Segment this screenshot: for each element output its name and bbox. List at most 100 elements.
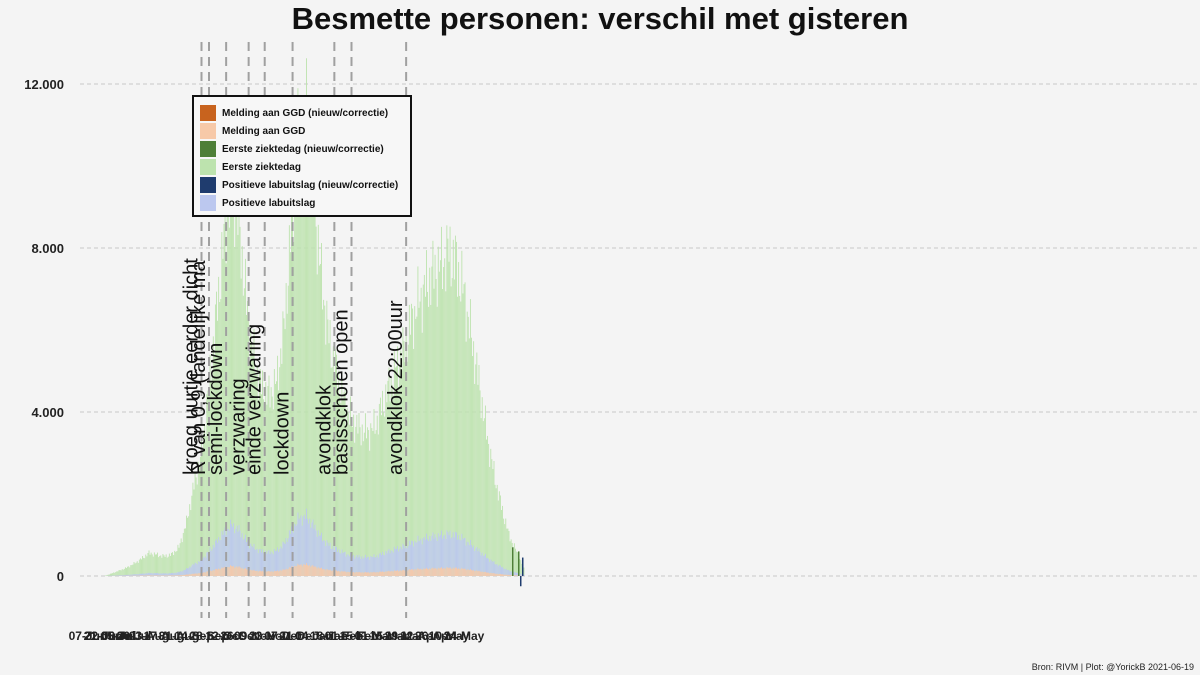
bar-melding-ggd xyxy=(343,571,345,576)
bar-eerste-ziektedag xyxy=(186,515,187,576)
day-bar xyxy=(306,58,307,577)
day-bar xyxy=(417,266,419,576)
bar-melding-ggd xyxy=(307,564,309,576)
bar-melding-ggd xyxy=(397,570,399,576)
bar-positieve-labuitslag xyxy=(317,530,319,576)
bar-eerste-ziektedag xyxy=(195,477,197,576)
bar-positieve-labuitslag xyxy=(459,539,461,576)
bar-melding-ggd xyxy=(163,575,165,576)
day-bar xyxy=(314,181,316,577)
day-bar xyxy=(122,569,124,576)
day-bar xyxy=(229,142,231,576)
day-bar xyxy=(188,516,190,576)
day-bar xyxy=(334,348,336,576)
bar-eerste-ziektedag xyxy=(393,351,395,576)
day-bar xyxy=(427,291,429,576)
bar-eerste-ziektedag xyxy=(199,456,201,576)
bar-melding-ggd xyxy=(188,574,190,576)
bar-eerste-ziektedag xyxy=(476,352,478,576)
bar-positieve-labuitslag xyxy=(273,549,275,576)
bar-eerste-ziektedag xyxy=(413,348,415,576)
day-bar xyxy=(220,299,222,576)
day-bar xyxy=(431,266,433,576)
day-bar xyxy=(309,133,311,576)
day-bar xyxy=(108,574,110,576)
bar-melding-ggd xyxy=(159,575,161,576)
bar-melding-ggd xyxy=(486,572,487,576)
bar-melding-ggd xyxy=(456,567,457,576)
bar-positieve-labuitslag xyxy=(129,574,131,576)
bar-melding-ggd xyxy=(446,567,448,576)
bar-positieve-labuitslag xyxy=(398,551,400,576)
day-bar xyxy=(315,226,317,576)
x-tick-label: 31-Aug xyxy=(159,629,200,643)
bar-eerste-ziektedag xyxy=(450,286,452,576)
bar-melding-ggd xyxy=(480,572,482,576)
bar-positieve-labuitslag xyxy=(267,551,269,576)
bar-positieve-labuitslag xyxy=(338,549,340,576)
bar-eerste-ziektedag xyxy=(416,316,418,576)
bar-positieve-labuitslag xyxy=(235,528,237,576)
bar-positieve-labuitslag xyxy=(360,559,362,576)
day-bar xyxy=(174,550,176,576)
bar-melding-ggd xyxy=(239,567,241,576)
bar-eerste-ziektedag xyxy=(121,569,123,576)
day-bar xyxy=(180,538,182,576)
bar-eerste-ziektedag xyxy=(326,300,328,576)
bar-eerste-ziektedag xyxy=(296,178,298,576)
bar-eerste-ziektedag xyxy=(313,212,315,576)
bar-melding-ggd xyxy=(420,568,422,576)
day-bar xyxy=(128,566,130,576)
day-bar xyxy=(239,226,241,576)
bar-eerste-ziektedag xyxy=(112,573,114,576)
day-bar xyxy=(203,433,205,576)
bar-eerste-ziektedag xyxy=(139,558,141,576)
bar-melding-ggd xyxy=(297,563,299,576)
bar-eerste-ziektedag xyxy=(278,390,280,576)
day-bar xyxy=(429,267,431,576)
bar-positieve-labuitslag xyxy=(388,548,390,576)
bar-melding-ggd xyxy=(274,571,276,576)
bar-eerste-ziektedag xyxy=(385,384,387,576)
day-bar xyxy=(300,110,302,576)
day-bar xyxy=(337,390,339,576)
day-bar xyxy=(383,412,385,576)
bar-eerste-ziektedag xyxy=(135,562,137,576)
bar-positieve-labuitslag xyxy=(146,573,148,576)
day-bar xyxy=(133,561,135,576)
bar-eerste-ziektedag xyxy=(496,484,498,576)
bar-positieve-labuitslag xyxy=(118,575,120,576)
bar-positieve-labuitslag xyxy=(479,551,481,576)
bar-eerste-ziektedag xyxy=(519,558,521,576)
day-bar xyxy=(484,405,486,576)
bar-melding-ggd xyxy=(514,575,516,576)
bar-positieve-labuitslag xyxy=(467,542,469,576)
day-bar xyxy=(246,314,247,576)
bar-eerste-ziektedag xyxy=(120,570,122,576)
bar-positieve-labuitslag xyxy=(475,548,477,576)
bar-positieve-labuitslag xyxy=(399,548,401,576)
day-bar xyxy=(342,399,344,576)
bar-melding-ggd xyxy=(370,572,372,576)
bar-eerste-ziektedag xyxy=(378,403,380,576)
bar-eerste-ziektedag xyxy=(240,278,242,576)
day-bar xyxy=(496,484,498,576)
bar-positieve-labuitslag xyxy=(193,564,195,576)
day-bar xyxy=(112,573,114,576)
bar-eerste-ziektedag xyxy=(447,238,449,576)
bar-melding-ggd xyxy=(262,570,264,576)
bar-melding-ggd xyxy=(434,567,436,576)
bar-positieve-labuitslag xyxy=(303,514,305,576)
bar-positieve-labuitslag xyxy=(268,549,270,576)
bar-melding-ggd xyxy=(349,571,351,576)
bar-eerste-ziektedag xyxy=(239,226,241,576)
bar-positieve-labuitslag xyxy=(483,555,485,576)
bar-melding-ggd xyxy=(147,575,149,576)
y-tick-label: 0 xyxy=(57,569,64,584)
bar-positieve-labuitslag xyxy=(341,549,343,576)
bar-melding-ggd xyxy=(416,569,418,576)
bar-melding-ggd xyxy=(367,572,369,576)
bar-melding-ggd xyxy=(364,571,366,576)
bar-positieve-labuitslag xyxy=(359,556,361,576)
x-tick-label: 18-Jan xyxy=(310,629,348,643)
